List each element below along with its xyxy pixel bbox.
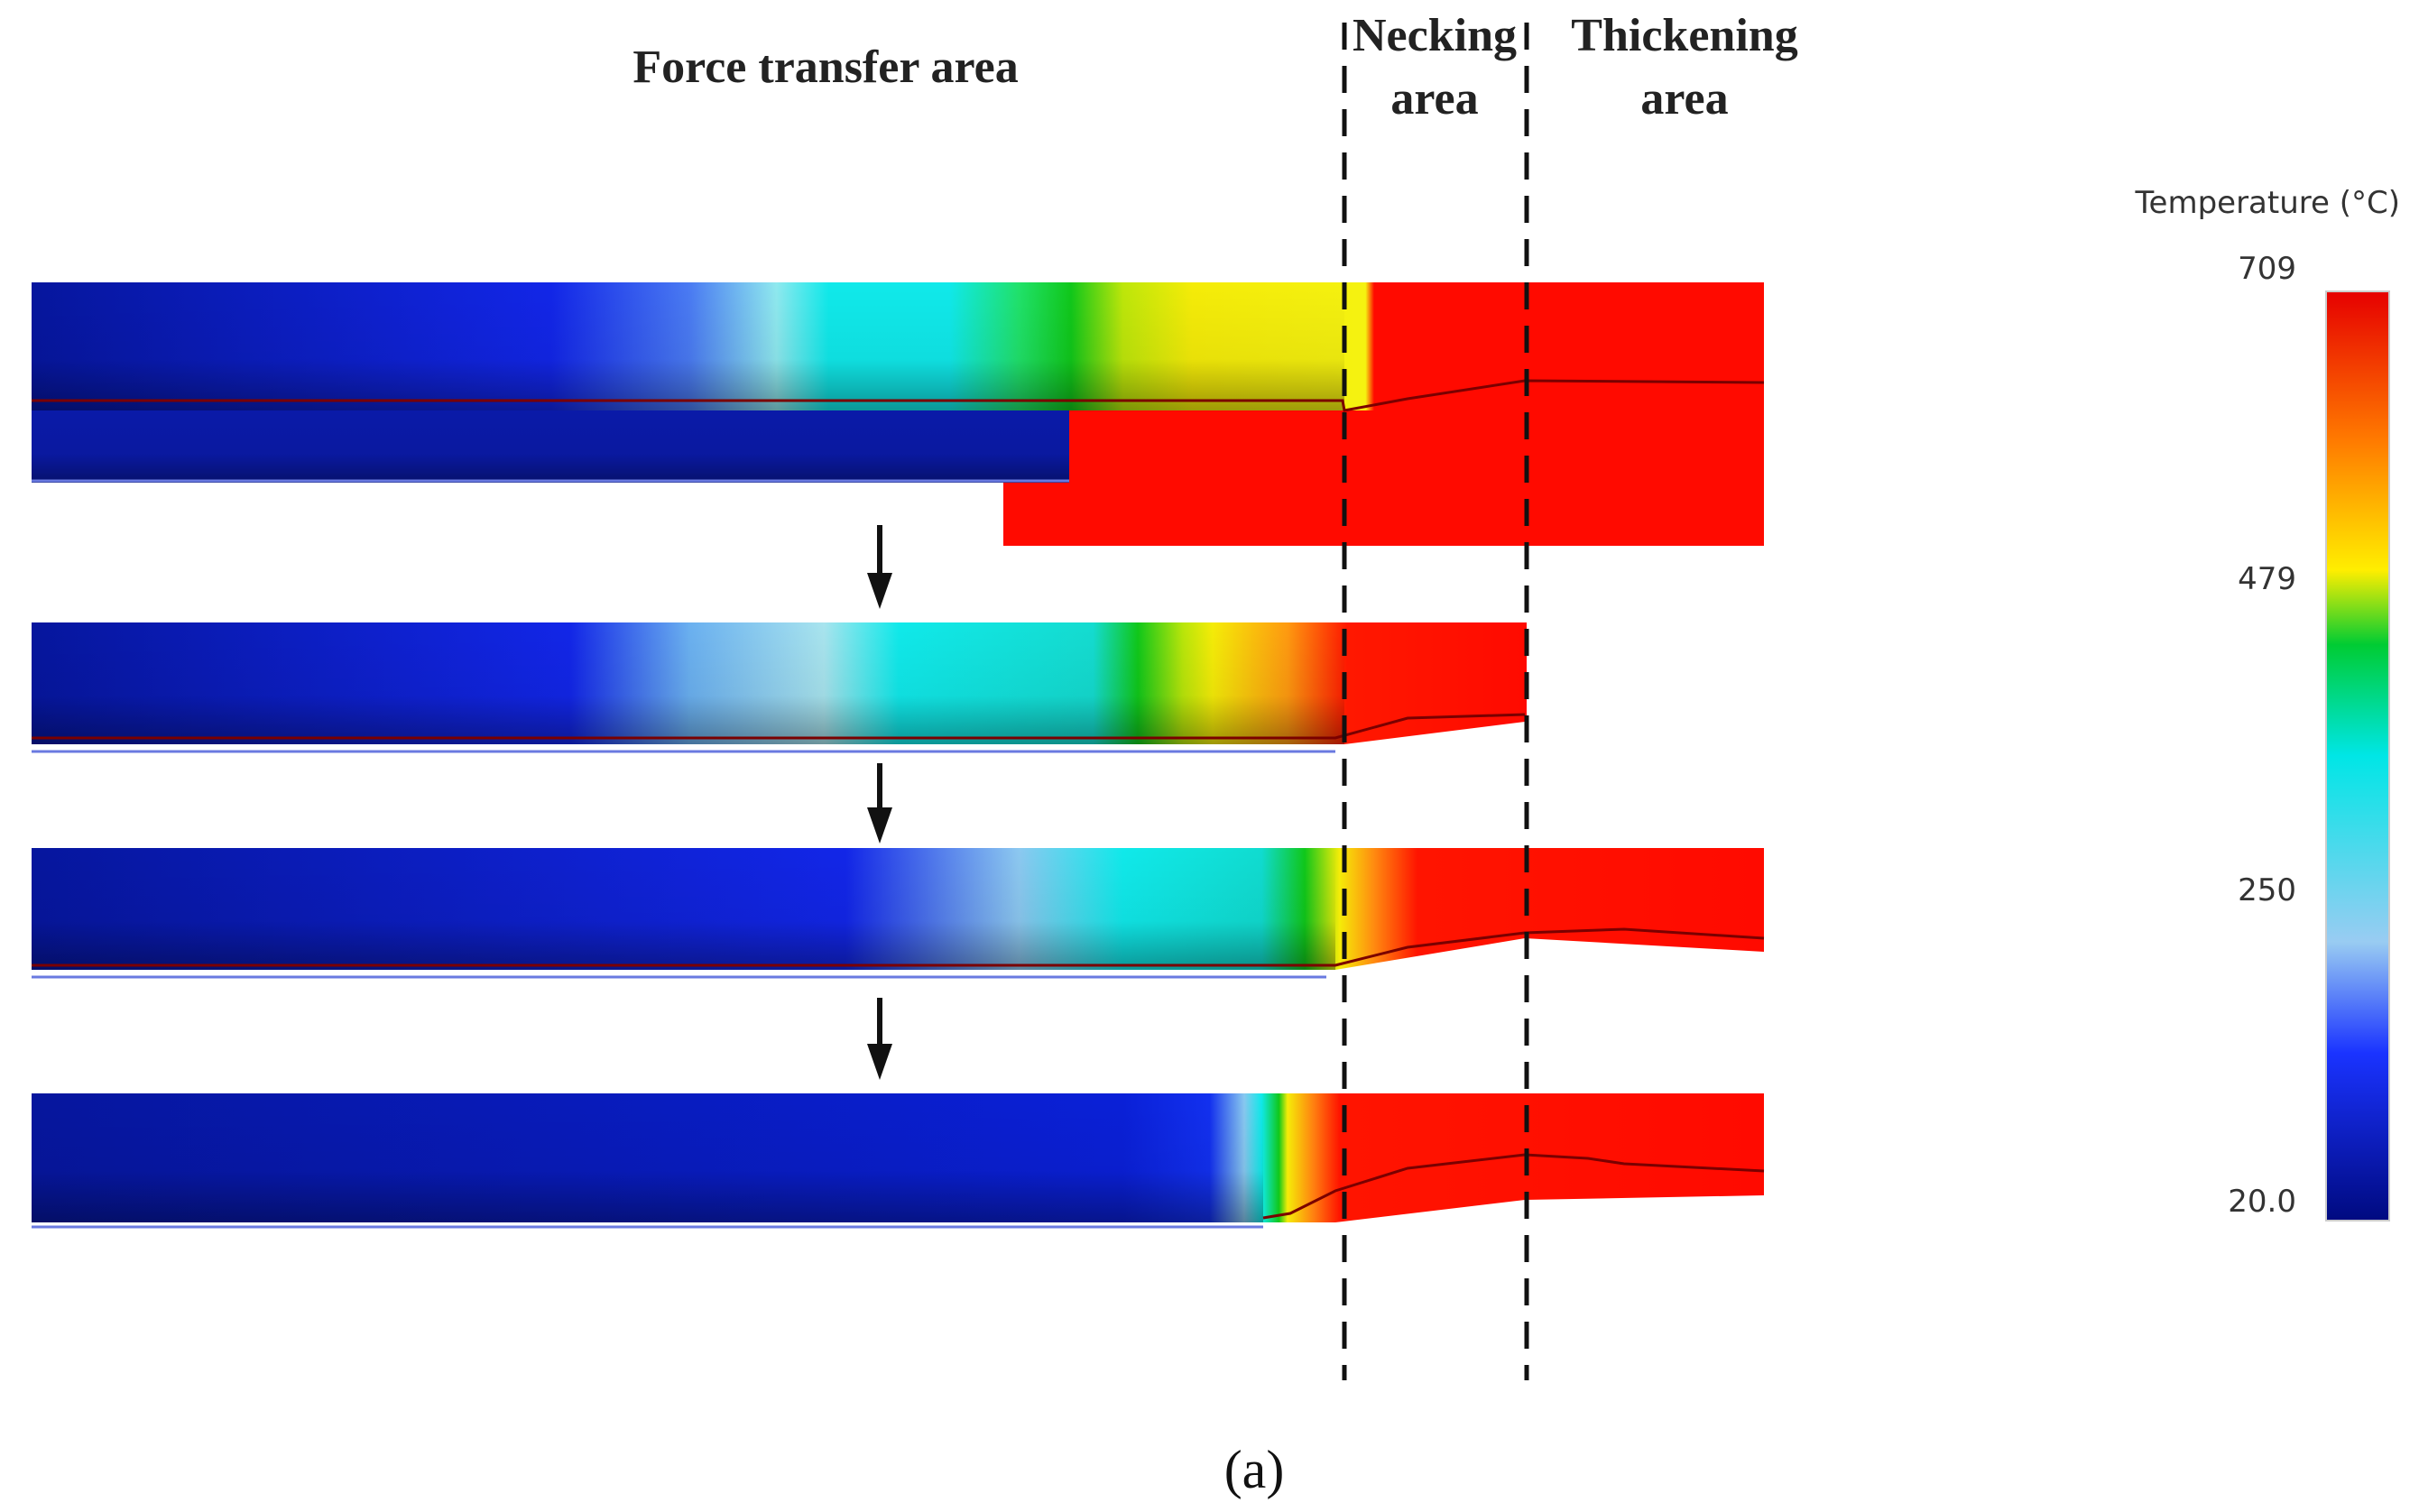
stage-2 [32,622,1527,753]
legend-tick-min: 20.0 [2228,1184,2296,1220]
figure-caption: (a) [1223,1440,1285,1499]
stage1-interface-line [32,379,1765,412]
necking-label-line2: area [1390,73,1479,124]
stage3-interface-line [32,927,1765,967]
stage1-lower-hot-region [1069,410,1764,546]
arrow-down-icon [867,998,892,1080]
legend-title: Temperature (°C) [2135,185,2400,221]
arrow-down-icon [867,525,892,609]
thickening-area-label: Thickening area [1545,5,1824,131]
legend-tick-max: 709 [2238,251,2296,287]
thickening-label-line2: area [1640,73,1729,124]
arrow-down-icon [867,763,892,844]
thickening-label-line1: Thickening [1571,10,1798,61]
temperature-color-bar [2325,290,2390,1222]
necking-label-line1: Necking [1353,10,1517,61]
legend-tick-250: 250 [2238,872,2296,908]
legend-tick-479: 479 [2238,561,2296,597]
stage-3 [32,848,1765,979]
stage-1 [32,282,1765,546]
stage-4 [32,1093,1765,1229]
stage2-interface-line [32,713,1526,740]
force-transfer-area-label: Force transfer area [632,41,1019,93]
stage4-interface-line [1262,1153,1765,1220]
stage-arrows [867,525,892,1080]
necking-area-label: Necking area [1326,5,1543,131]
